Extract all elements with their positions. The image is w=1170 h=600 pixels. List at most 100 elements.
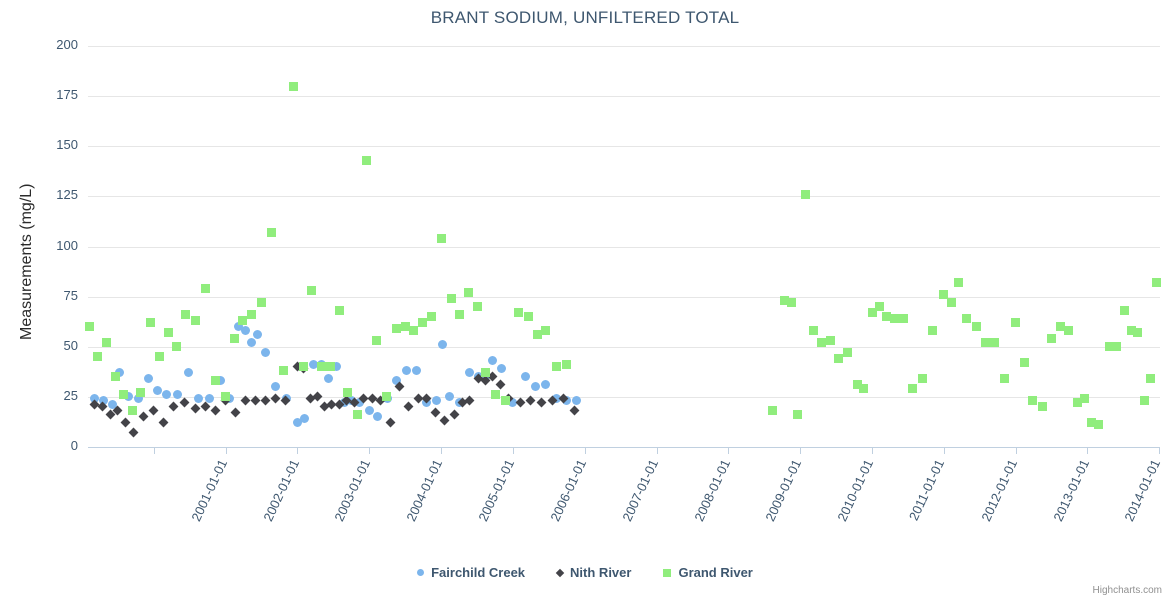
data-point-fairchild-creek	[323, 374, 333, 384]
data-point-grand-river	[436, 233, 446, 243]
data-point-fairchild-creek	[224, 394, 234, 404]
data-point-fairchild-creek	[488, 356, 498, 366]
data-point-fairchild-creek	[152, 386, 162, 396]
gridline	[88, 296, 1160, 298]
data-point-grand-river	[155, 352, 165, 362]
data-point-nith-river	[179, 397, 189, 408]
data-point-grand-river	[962, 314, 972, 324]
data-point-fairchild-creek	[332, 362, 342, 372]
data-point-grand-river	[1011, 318, 1021, 328]
data-point-grand-river	[146, 318, 156, 328]
data-point-nith-river	[230, 407, 241, 418]
y-axis-tick-label: 175	[56, 87, 78, 103]
data-point-fairchild-creek	[508, 398, 518, 408]
data-point-fairchild-creek	[282, 394, 292, 404]
x-axis-tick-mark	[944, 447, 945, 454]
data-point-grand-river	[1087, 418, 1097, 428]
data-point-grand-river	[532, 330, 542, 340]
x-axis-tick-mark	[728, 447, 729, 454]
data-point-grand-river	[326, 362, 336, 372]
data-point-grand-river	[561, 360, 571, 370]
gridline	[88, 346, 1160, 348]
legend-label: Grand River	[678, 565, 753, 581]
data-point-nith-river	[319, 401, 330, 412]
data-point-grand-river	[472, 302, 482, 312]
data-point-nith-river	[457, 397, 468, 408]
data-point-grand-river	[257, 298, 267, 308]
data-point-nith-river	[305, 393, 316, 404]
data-point-fairchild-creek	[354, 398, 364, 408]
chart-legend[interactable]: Fairchild Creek Nith River Grand River	[0, 564, 1170, 580]
x-axis-tick-mark	[585, 447, 586, 454]
data-point-nith-river	[495, 379, 505, 390]
x-axis-tick-mark	[1016, 447, 1017, 454]
legend-label: Fairchild Creek	[431, 565, 526, 581]
data-point-nith-river	[105, 409, 116, 420]
x-axis-tick-mark	[1087, 447, 1088, 454]
square-marker-icon	[663, 568, 672, 577]
data-point-grand-river	[201, 284, 211, 294]
data-point-nith-river	[503, 393, 514, 404]
data-point-grand-river	[353, 410, 363, 420]
data-point-nith-river	[413, 393, 424, 404]
legend-item-fairchild-creek[interactable]: Fairchild Creek	[417, 564, 525, 580]
x-axis-tick-label: 2003-01-01	[331, 457, 374, 524]
x-axis-tick-label: 2002-01-01	[260, 457, 302, 524]
data-point-grand-river	[1133, 328, 1143, 338]
data-point-grand-river	[917, 374, 927, 384]
data-point-fairchild-creek	[364, 406, 374, 416]
data-point-grand-river	[999, 374, 1009, 384]
data-point-nith-river	[385, 417, 396, 428]
data-point-nith-river	[358, 393, 369, 404]
data-point-grand-river	[247, 310, 257, 320]
gridline	[88, 146, 1160, 148]
data-point-grand-river	[1072, 398, 1082, 408]
x-axis-line	[88, 447, 1160, 448]
x-axis-tick-mark	[800, 447, 801, 454]
legend-item-nith-river[interactable]: Nith River	[555, 564, 631, 580]
data-point-grand-river	[541, 326, 551, 336]
data-point-grand-river	[1064, 326, 1074, 336]
data-point-grand-river	[801, 189, 811, 199]
data-point-grand-river	[1127, 326, 1137, 336]
data-point-nith-river	[349, 397, 360, 408]
y-axis-title: Measurements (mg/L)	[18, 183, 35, 341]
data-point-fairchild-creek	[292, 418, 302, 428]
data-point-nith-river	[334, 399, 345, 410]
data-point-fairchild-creek	[234, 322, 244, 332]
x-axis-tick-label: 2010-01-01	[834, 457, 877, 524]
data-point-grand-river	[93, 352, 103, 362]
data-point-nith-river	[569, 405, 580, 416]
data-point-fairchild-creek	[496, 364, 506, 374]
data-point-grand-river	[400, 322, 410, 332]
x-axis-tick-label: 2007-01-01	[619, 457, 661, 524]
data-point-fairchild-creek	[300, 414, 310, 424]
x-axis-tick-label: 2005-01-01	[475, 457, 518, 524]
data-point-fairchild-creek	[373, 412, 383, 422]
gridline	[88, 396, 1160, 398]
data-point-fairchild-creek	[541, 380, 551, 390]
data-point-grand-river	[1080, 394, 1090, 404]
data-point-nith-river	[439, 415, 450, 426]
x-axis-tick-mark	[297, 447, 298, 454]
y-axis-tick-label: 100	[56, 237, 78, 253]
x-axis-tick-mark	[872, 447, 873, 454]
data-point-grand-river	[298, 362, 308, 372]
data-point-grand-river	[455, 310, 465, 320]
y-axis-tick-label: 50	[63, 337, 78, 353]
data-point-nith-river	[97, 401, 108, 412]
data-point-grand-river	[514, 308, 524, 318]
data-point-grand-river	[551, 362, 561, 372]
data-point-grand-river	[84, 322, 94, 332]
x-axis-tick-label: 2014-01-01	[1121, 457, 1164, 524]
data-point-grand-river	[307, 286, 317, 296]
data-point-fairchild-creek	[382, 394, 392, 404]
gridline	[88, 196, 1160, 198]
x-axis-tick-label: 2009-01-01	[762, 457, 805, 524]
legend-item-grand-river[interactable]: Grand River	[663, 564, 753, 581]
data-point-grand-river	[787, 298, 797, 308]
data-point-grand-river	[853, 380, 863, 390]
data-point-fairchild-creek	[260, 348, 270, 358]
data-point-grand-river	[907, 384, 917, 394]
data-point-grand-river	[1055, 322, 1065, 332]
